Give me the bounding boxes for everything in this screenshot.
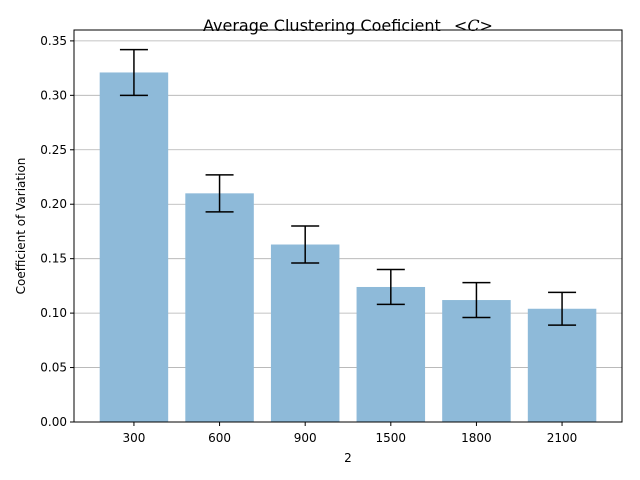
y-tick-label: 0.15 (40, 252, 67, 266)
x-axis-label: 2 (344, 451, 352, 465)
plot-frame (73, 29, 623, 423)
y-tick-label: 0.00 (40, 415, 67, 429)
y-tick-label: 0.25 (40, 143, 67, 157)
bar (99, 72, 169, 422)
x-tick-label: 1800 (461, 431, 492, 445)
bar (442, 300, 511, 422)
y-tick-label: 0.35 (40, 34, 67, 48)
x-tick-label: 600 (208, 431, 231, 445)
x-tick-label: 2100 (547, 431, 578, 445)
y-axis-label: Coefficient of Variation (14, 158, 28, 295)
bars (99, 72, 597, 422)
error-bars (119, 48, 577, 326)
bar (270, 244, 340, 422)
x-tick-label: 900 (294, 431, 317, 445)
y-tick-label: 0.05 (40, 361, 67, 375)
chart-title-text: Average Clustering Coeficient (203, 16, 441, 35)
bar (527, 308, 597, 422)
y-tick-label: 0.10 (40, 306, 67, 320)
chart-title-math: <C> (454, 16, 493, 35)
y-tick-label: 0.30 (40, 88, 67, 102)
y-axis-ticks: 0.00 0.05 0.10 0.15 0.20 0.25 0.30 0.35 (40, 34, 74, 429)
bar (185, 193, 254, 422)
x-tick-label: 1500 (376, 431, 407, 445)
x-tick-label: 300 (122, 431, 145, 445)
chart-title: Average Clustering Coeficient <C> (203, 16, 493, 35)
bar (356, 286, 426, 422)
x-axis-ticks: 300 600 900 1500 1800 2100 (122, 422, 577, 445)
y-tick-label: 0.20 (40, 197, 67, 211)
